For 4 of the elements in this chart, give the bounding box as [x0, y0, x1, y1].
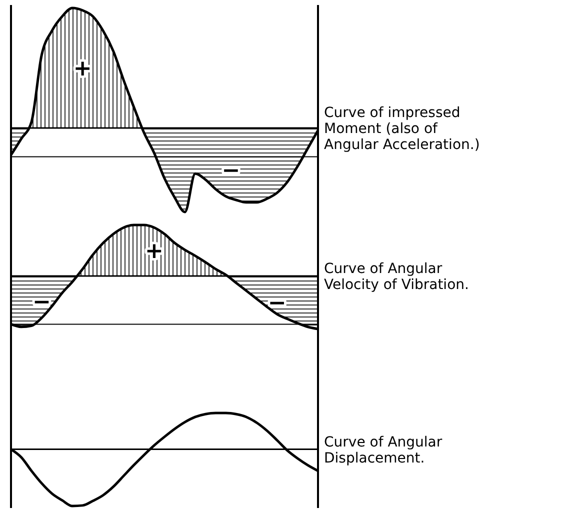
text: Curve of Angular Velocity of Vibration. [324, 260, 469, 293]
text: Curve of Angular Displacement. [324, 434, 442, 466]
annotation: − [268, 291, 286, 316]
text: Curve of impressed Moment (also of Angular Acceleration.) [324, 105, 480, 153]
